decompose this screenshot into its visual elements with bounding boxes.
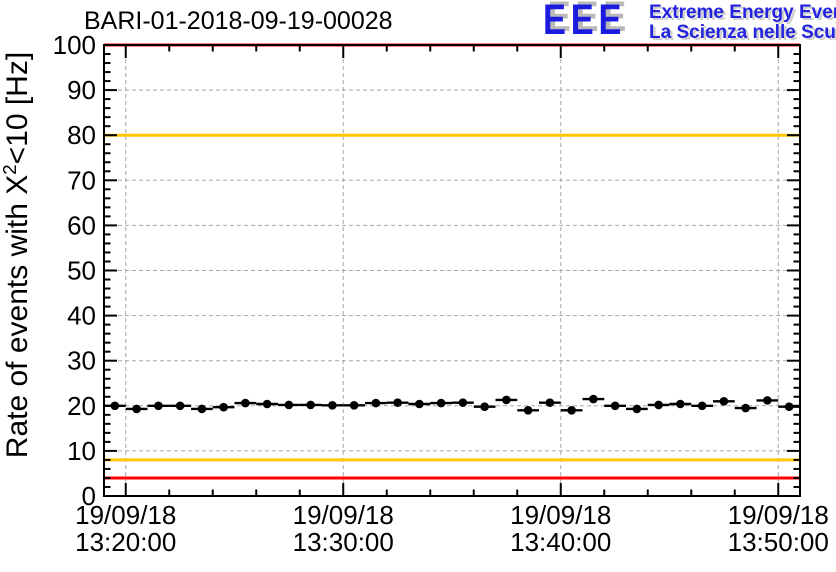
eee-logo-acronym: EEE	[543, 0, 627, 44]
y-tick-label: 0	[82, 481, 96, 511]
data-point	[567, 406, 576, 415]
data-point	[763, 396, 772, 405]
data-point	[154, 401, 163, 411]
x-tick-label-date: 19/09/18	[728, 500, 829, 530]
y-tick-label: 50	[67, 256, 96, 286]
data-point	[328, 401, 337, 410]
data-point	[502, 395, 511, 405]
data-point	[719, 396, 729, 406]
x-tick-label-date: 19/09/18	[293, 500, 394, 530]
data-point	[349, 401, 359, 410]
y-tick-label: 10	[67, 436, 96, 466]
data-point	[371, 398, 381, 408]
y-tick-label: 60	[67, 210, 96, 240]
y-tick-label: 100	[53, 30, 96, 60]
data-point	[610, 401, 620, 411]
data-point	[415, 399, 424, 409]
logo-line-1: Extreme Energy Events	[649, 2, 836, 23]
data-point	[197, 404, 207, 414]
data-point	[654, 400, 663, 410]
data-point	[262, 399, 272, 409]
data-point	[741, 403, 750, 413]
data-point	[589, 394, 598, 404]
y-tick-label: 90	[67, 75, 96, 105]
data-point	[676, 399, 685, 409]
y-tick-label: 70	[67, 165, 96, 195]
data-point	[545, 398, 555, 407]
data-point	[480, 402, 489, 412]
data-point	[175, 401, 185, 411]
data-point	[523, 406, 533, 415]
data-point	[306, 400, 315, 410]
x-tick-label-time: 13:50:00	[728, 527, 829, 557]
logo-line-2: La Scienza nelle Scuole	[649, 22, 836, 43]
data-point	[284, 400, 294, 410]
plot-title: BARI-01-2018-09-19-00028	[84, 7, 393, 35]
y-tick-label: 80	[67, 120, 96, 150]
x-tick-label-time: 13:20:00	[75, 527, 176, 557]
data-point	[132, 404, 141, 414]
x-tick-label-time: 13:40:00	[510, 527, 611, 557]
data-point	[241, 398, 250, 408]
x-tick-label-date: 19/09/18	[510, 500, 611, 530]
y-tick-label: 40	[67, 301, 96, 331]
data-point	[393, 398, 402, 407]
x-tick-label-date: 19/09/18	[75, 500, 176, 530]
y-tick-label: 30	[67, 346, 96, 376]
data-point	[219, 402, 228, 412]
data-point	[632, 404, 642, 414]
x-tick-label-time: 13:30:00	[293, 527, 394, 557]
data-point	[458, 398, 468, 407]
data-point	[436, 398, 446, 408]
eee-logo-text: Extreme Energy Events La Scienza nelle S…	[649, 3, 836, 43]
data-point	[697, 401, 707, 411]
y-tick-label: 20	[67, 391, 96, 421]
